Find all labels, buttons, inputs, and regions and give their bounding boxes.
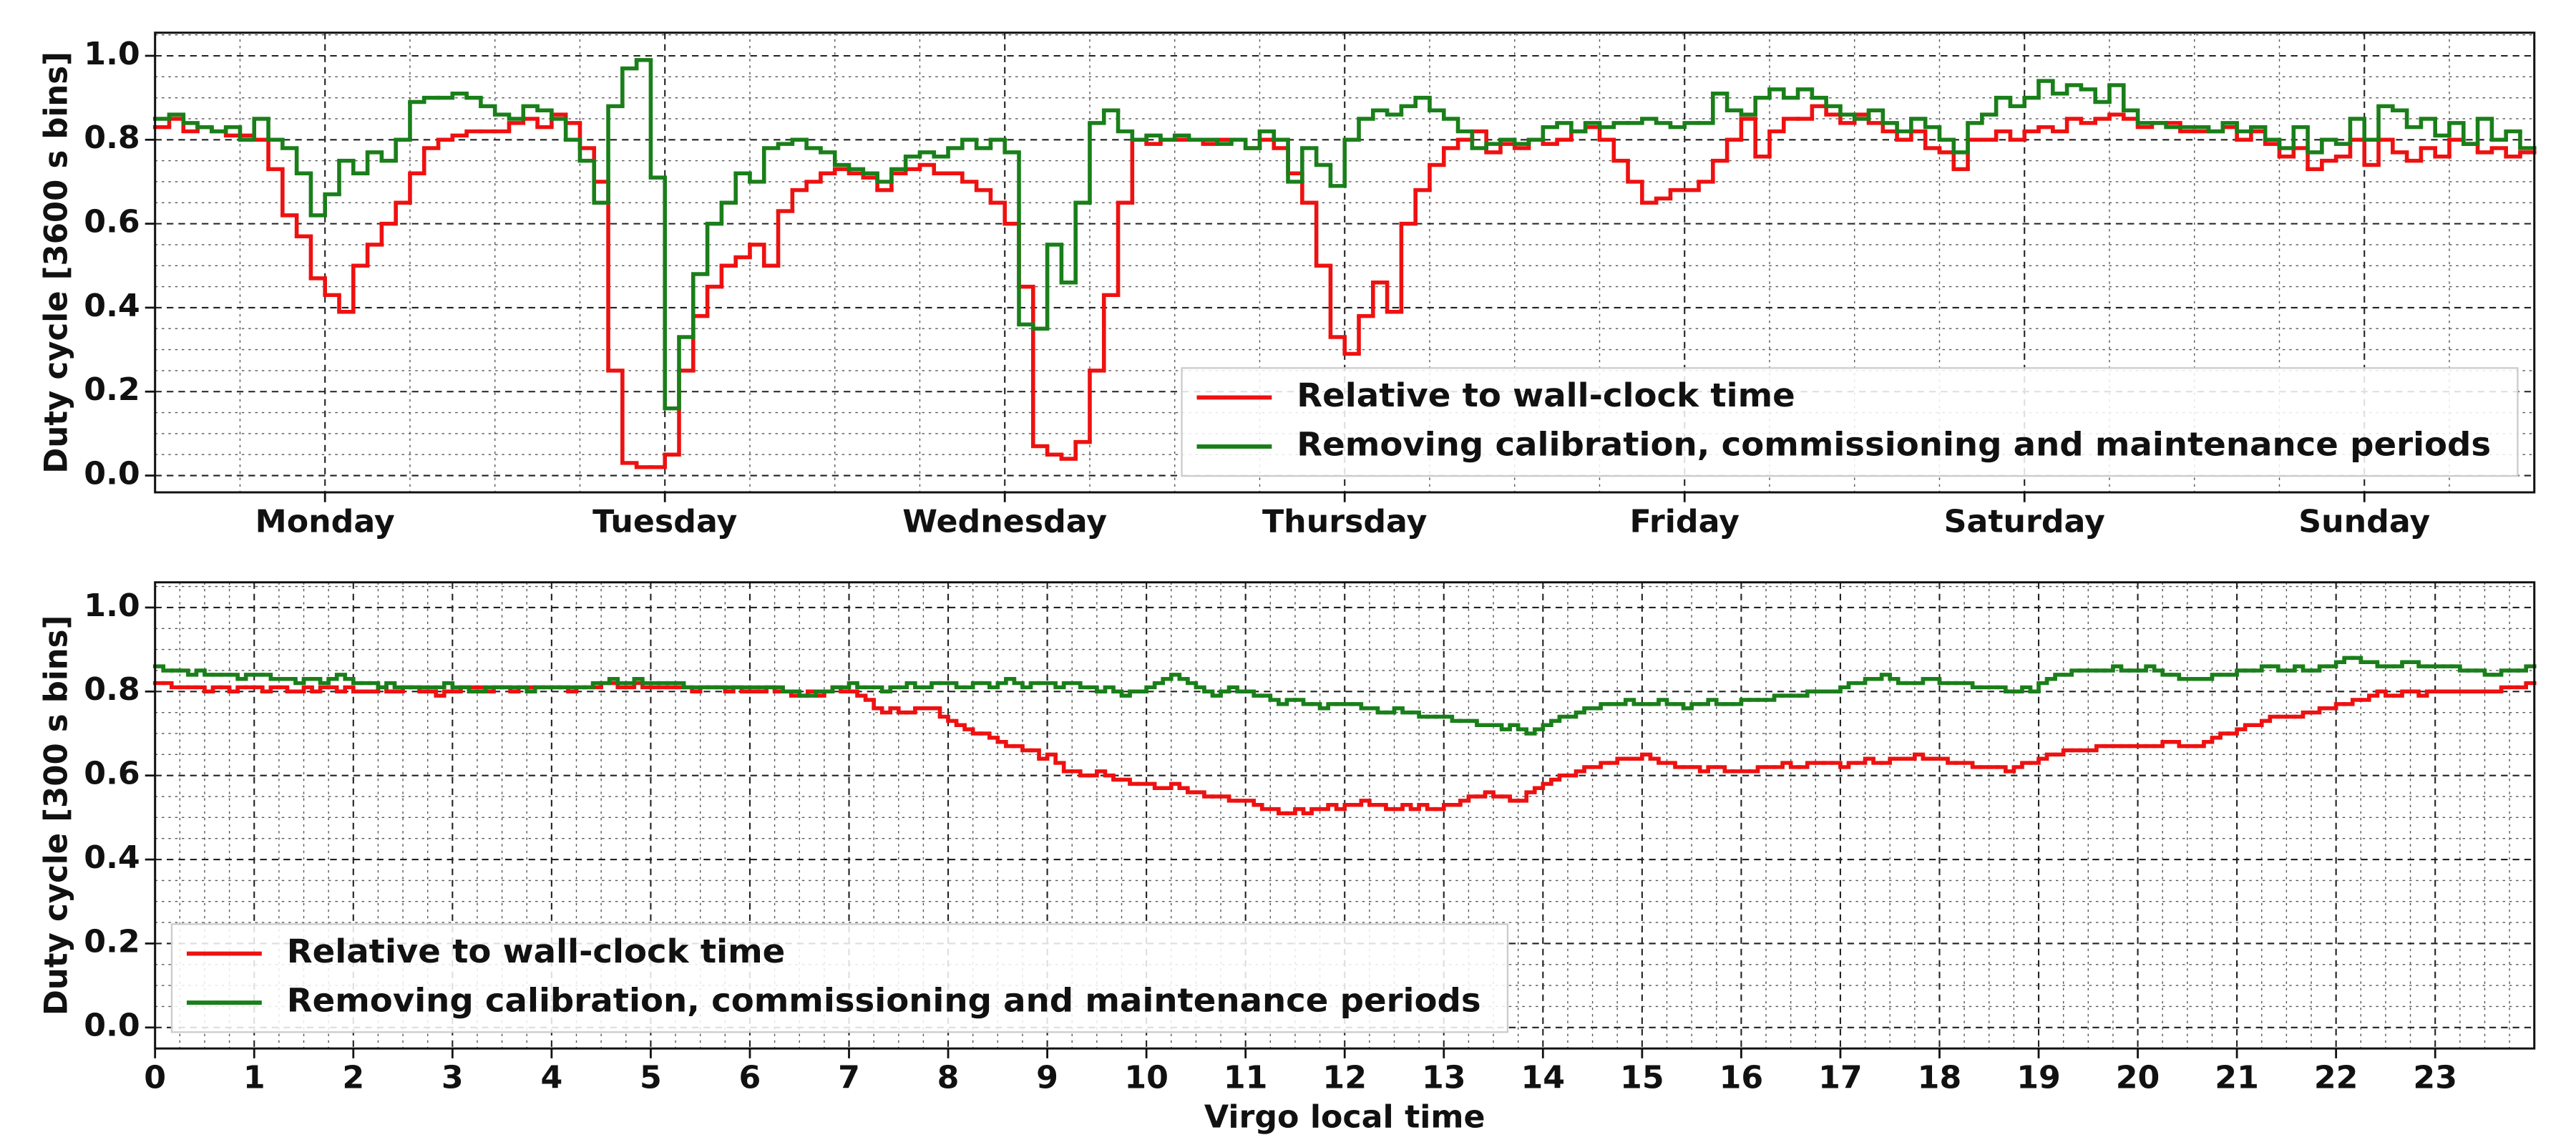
x-tick-label: 19 [2016,1060,2061,1096]
y-tick-label: 0.6 [84,204,140,240]
y-tick-label: 0.0 [84,456,140,492]
y-axis-label: Duty cycle [300 s bins] [38,615,74,1015]
x-tick-label: 4 [540,1060,562,1096]
legend-box [170,923,1509,1033]
plot-frame [154,31,2536,494]
x-tick-label: 12 [1322,1060,1367,1096]
legend-text: Relative to wall-clock time [287,932,785,970]
panel: 0.0 0.2 0.4 0.6 0.8 1.0 Monday Tuesday Wednesday… [38,31,2537,540]
x-tick-label: 6 [739,1060,761,1096]
x-tick-label: 16 [1719,1060,1764,1096]
x-tick-label: 5 [640,1060,662,1096]
y-tick-label: 0.2 [84,924,140,960]
legend: Relative to wall-clock time Removing cali… [1181,367,2519,477]
plot-frame [154,581,2536,1050]
x-tick-label: 22 [2314,1060,2358,1096]
x-tick-label: Saturday [1944,504,2105,540]
x-tick-label: Thursday [1262,504,1427,540]
x-tick-label: Tuesday [592,504,737,540]
x-tick-label: Monday [255,504,395,540]
panel: 0.00.20.40.60.81.00 1 2 3 4 5 6 7 8 9 10 11 12 13 14 15… [38,581,2537,1136]
x-tick-label: 0 [144,1060,166,1096]
x-tick-label: 11 [1224,1060,1268,1096]
y-tick-label: 1.0 [84,36,140,72]
x-tick-label: 13 [1422,1060,1466,1096]
x-tick-label: 21 [2215,1060,2259,1096]
x-tick-label: 23 [2413,1060,2457,1096]
x-tick-label: Wednesday [902,504,1107,540]
y-axis-label: Duty cycle [3600 s bins] [38,52,74,474]
y-tick-label: 1.0 [84,588,140,624]
x-tick-label: 9 [1036,1060,1058,1096]
y-tick-label: 0.4 [84,839,140,876]
x-tick-label: 10 [1124,1060,1169,1096]
y-tick-label: 0.8 [84,672,140,708]
x-tick-label: 14 [1521,1060,1566,1096]
y-tick-label: 0.2 [84,371,140,408]
x-tick-label: 20 [2116,1060,2160,1096]
x-tick-label: Friday [1630,504,1740,540]
legend-box [1181,367,2519,477]
x-tick-label: Sunday [2298,504,2430,540]
x-tick-label: 17 [1818,1060,1863,1096]
x-tick-label: 2 [342,1060,364,1096]
legend-text: Removing calibration, commissioning and … [287,981,1481,1019]
x-tick-label: 1 [243,1060,265,1096]
legend: Relative to wall-clock time Removing cali… [170,923,1509,1033]
x-axis-label: Virgo local time [1204,1099,1485,1136]
y-tick-label: 0.6 [84,756,140,792]
x-tick-label: 8 [937,1060,960,1096]
x-tick-label: 7 [838,1060,860,1096]
y-tick-label: 0.0 [84,1008,140,1044]
x-tick-label: 18 [1918,1060,1962,1096]
y-tick-label: 0.8 [84,120,140,157]
legend-text: Relative to wall-clock time [1297,376,1795,414]
x-tick-label: 3 [441,1060,464,1096]
y-tick-label: 0.4 [84,288,140,324]
legend-text: Removing calibration, commissioning and … [1297,425,2491,463]
x-tick-label: 15 [1620,1060,1664,1096]
